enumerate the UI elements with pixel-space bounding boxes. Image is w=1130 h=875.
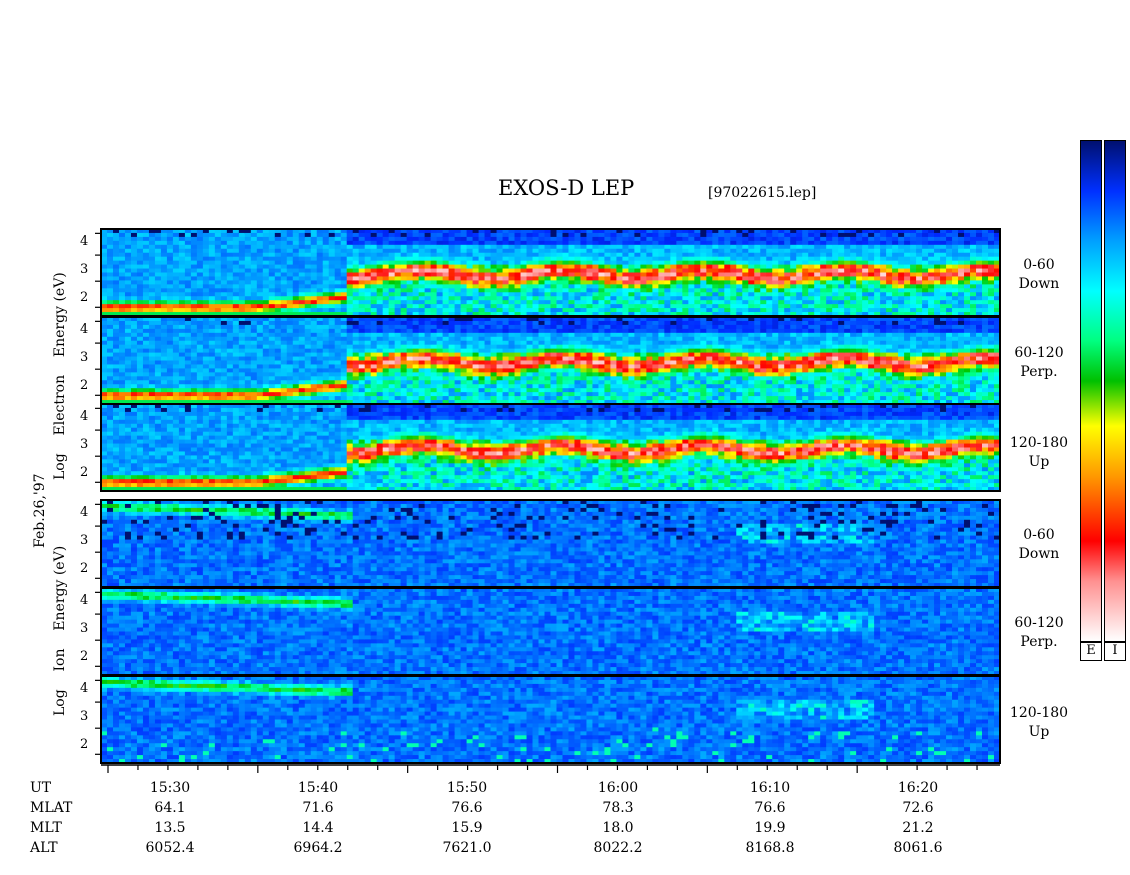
panel-label-e-120-180: 120-180 Up bbox=[1000, 434, 1078, 472]
mlt-value: 15.9 bbox=[451, 820, 483, 836]
ut-value: 15:40 bbox=[297, 780, 339, 796]
colorbar-ion bbox=[1104, 140, 1126, 642]
y-tick-label: 2 bbox=[80, 377, 89, 393]
colorbar-electron bbox=[1080, 140, 1102, 642]
alt-value: 8022.2 bbox=[593, 840, 643, 856]
colorbar-label-e: E bbox=[1080, 642, 1102, 661]
y-tick-label: 4 bbox=[80, 233, 89, 249]
panel-i-120-180 bbox=[100, 675, 1001, 764]
alt-value: 6052.4 bbox=[145, 840, 195, 856]
ut-value: 15:30 bbox=[149, 780, 191, 796]
y-tick-label: 4 bbox=[80, 592, 89, 608]
pitch-angle-range: 0-60 bbox=[1023, 527, 1055, 543]
electron-axis-label: Log Electron Energy (eV) bbox=[52, 272, 68, 480]
mlat-label: MLAT bbox=[30, 800, 73, 816]
ut-label: UT bbox=[30, 780, 52, 796]
y-tick-label: 2 bbox=[80, 289, 89, 305]
chart-title: EXOS-D LEP bbox=[498, 176, 635, 200]
y-tick-label: 4 bbox=[80, 321, 89, 337]
panel-label-e-0-60: 0-60 Down bbox=[1000, 256, 1078, 294]
y-tick-label: 3 bbox=[80, 349, 89, 365]
panel-e-120-180 bbox=[100, 403, 1001, 492]
ut-value: 16:20 bbox=[897, 780, 939, 796]
y-tick-label: 2 bbox=[80, 560, 89, 576]
direction-label: Perp. bbox=[1020, 634, 1058, 650]
y-tick-label: 4 bbox=[80, 408, 89, 424]
panel-i-60-120 bbox=[100, 587, 1001, 676]
y-tick-label: 4 bbox=[80, 680, 89, 696]
mlat-value: 76.6 bbox=[451, 800, 483, 816]
pitch-angle-range: 60-120 bbox=[1014, 345, 1064, 361]
panel-e-60-120 bbox=[100, 316, 1001, 405]
mlat-value: 78.3 bbox=[602, 800, 634, 816]
direction-label: Up bbox=[1028, 724, 1050, 740]
direction-label: Up bbox=[1028, 454, 1050, 470]
alt-label: ALT bbox=[30, 840, 58, 856]
mlat-value: 72.6 bbox=[902, 800, 934, 816]
mlt-value: 13.5 bbox=[154, 820, 186, 836]
mlt-value: 18.0 bbox=[602, 820, 634, 836]
alt-value: 8168.8 bbox=[745, 840, 795, 856]
y-tick-label: 4 bbox=[80, 504, 89, 520]
pitch-angle-range: 120-180 bbox=[1009, 705, 1069, 721]
y-tick-label: 2 bbox=[80, 464, 89, 480]
file-name: [97022615.lep] bbox=[708, 185, 817, 201]
mlat-value: 71.6 bbox=[302, 800, 334, 816]
panel-label-i-120-180: 120-180 Up bbox=[1000, 704, 1078, 742]
mlt-value: 19.9 bbox=[754, 820, 786, 836]
y-tick-label: 3 bbox=[80, 708, 89, 724]
panel-label-i-60-120: 60-120 Perp. bbox=[1000, 614, 1078, 652]
alt-value: 7621.0 bbox=[442, 840, 492, 856]
mlat-value: 64.1 bbox=[154, 800, 186, 816]
y-tick-label: 2 bbox=[80, 736, 89, 752]
ut-value: 15:50 bbox=[446, 780, 488, 796]
y-tick-label: 3 bbox=[80, 436, 89, 452]
ut-value: 16:00 bbox=[597, 780, 639, 796]
date-label: Feb.26,'97 bbox=[32, 473, 48, 548]
pitch-angle-range: 120-180 bbox=[1009, 435, 1069, 451]
direction-label: Perp. bbox=[1020, 364, 1058, 380]
pitch-angle-range: 60-120 bbox=[1014, 615, 1064, 631]
colorbar-label-i: I bbox=[1104, 642, 1126, 661]
mlt-value: 14.4 bbox=[302, 820, 334, 836]
y-tick-label: 3 bbox=[80, 261, 89, 277]
mlt-label: MLT bbox=[30, 820, 62, 836]
panel-e-0-60 bbox=[100, 228, 1001, 317]
direction-label: Down bbox=[1018, 276, 1060, 292]
direction-label: Down bbox=[1018, 546, 1060, 562]
ion-axis-label: Log Ion Energy (eV) bbox=[52, 545, 68, 716]
alt-value: 8061.6 bbox=[893, 840, 943, 856]
mlat-value: 76.6 bbox=[754, 800, 786, 816]
panel-i-0-60 bbox=[100, 499, 1001, 588]
y-tick-label: 2 bbox=[80, 648, 89, 664]
ut-value: 16:10 bbox=[749, 780, 791, 796]
pitch-angle-range: 0-60 bbox=[1023, 257, 1055, 273]
panel-label-i-0-60: 0-60 Down bbox=[1000, 526, 1078, 564]
mlt-value: 21.2 bbox=[902, 820, 934, 836]
alt-value: 6964.2 bbox=[293, 840, 343, 856]
panel-label-e-60-120: 60-120 Perp. bbox=[1000, 344, 1078, 382]
y-tick-label: 3 bbox=[80, 620, 89, 636]
y-tick-label: 3 bbox=[80, 532, 89, 548]
